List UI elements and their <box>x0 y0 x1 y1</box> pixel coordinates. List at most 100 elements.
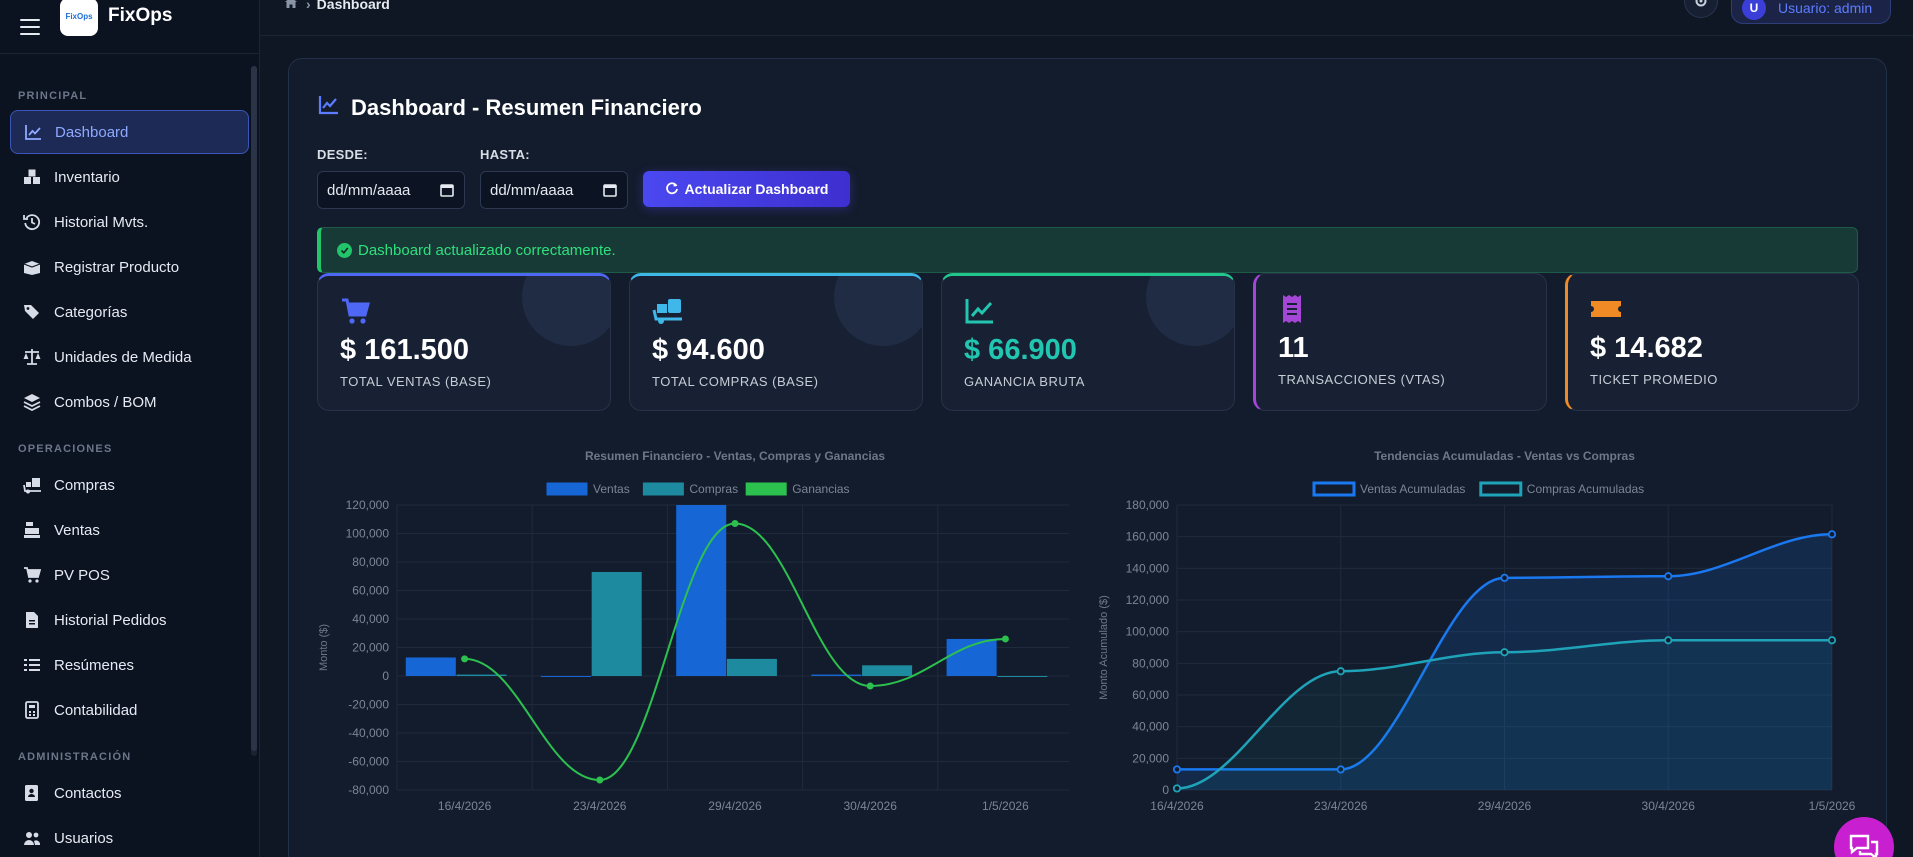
area-ventas-acumuladas <box>1177 534 1832 790</box>
bar-compras <box>997 676 1048 677</box>
chat-button[interactable] <box>1834 817 1894 857</box>
sidebar-item-dashboard[interactable]: Dashboard <box>10 110 249 154</box>
sidebar-section-label: PRINCIPAL <box>18 90 88 102</box>
point-ventas-acumuladas <box>1664 572 1673 581</box>
point-ventas-acumuladas <box>1336 765 1345 774</box>
page-title: Dashboard - Resumen Financiero <box>351 94 702 120</box>
calendar-icon[interactable] <box>440 183 454 197</box>
bar-compras <box>726 658 777 676</box>
home-icon[interactable] <box>284 0 298 12</box>
chart-line-icon <box>317 93 341 122</box>
bar-compras <box>591 571 642 676</box>
cart-icon <box>22 566 42 584</box>
chat-icon <box>1849 834 1879 857</box>
calculator-icon <box>22 701 42 719</box>
sidebar-item-label: Usuarios <box>54 829 114 847</box>
sidebar-item-compras[interactable]: Compras <box>10 463 249 507</box>
users-icon <box>22 829 42 847</box>
sidebar-item-usuarios[interactable]: Usuarios <box>10 816 249 857</box>
sidebar-item-ventas[interactable]: Ventas <box>10 508 249 552</box>
sidebar-section-label: OPERACIONES <box>18 443 113 455</box>
financial-summary-chart: Resumen Financiero - Ventas, Compras y G… <box>318 449 1069 813</box>
to-date-input[interactable]: dd/mm/aaaa <box>480 171 628 209</box>
y-tick-label: 20,000 <box>352 641 389 655</box>
sidebar-item-label: Unidades de Medida <box>54 348 192 366</box>
breadcrumb-separator: › <box>306 0 311 12</box>
kpi-label: TRANSACCIONES (VTAS) <box>1278 372 1446 387</box>
kpi-label: GANANCIA BRUTA <box>964 374 1085 389</box>
address-book-icon <box>22 784 42 802</box>
breadcrumb: › Dashboard <box>284 0 390 12</box>
theme-toggle-button[interactable] <box>1684 0 1718 18</box>
calendar-icon[interactable] <box>603 183 617 197</box>
legend-swatch <box>642 482 684 496</box>
point-ventas-acumuladas <box>1500 573 1509 582</box>
sidebar-item-unidades-de-medida[interactable]: Unidades de Medida <box>10 335 249 379</box>
x-tick-label: 16/4/2026 <box>1150 799 1204 813</box>
sidebar-item-contabilidad[interactable]: Contabilidad <box>10 688 249 732</box>
brand: FixOps FixOps <box>0 0 259 54</box>
legend-label: Ventas <box>593 482 630 496</box>
sidebar-item-label: Combos / BOM <box>54 393 157 411</box>
history-icon <box>22 213 42 231</box>
line-ganancias <box>464 522 1006 782</box>
chart-title: Resumen Financiero - Ventas, Compras y G… <box>585 449 885 463</box>
x-tick-label: 29/4/2026 <box>1478 799 1532 813</box>
avatar: U <box>1742 0 1766 20</box>
kpi-value: $ 161.500 <box>340 334 470 366</box>
y-tick-label: 120,000 <box>346 498 390 512</box>
point-ganancias <box>596 776 604 784</box>
y-tick-label: 40,000 <box>1132 720 1169 734</box>
sidebar-item-inventario[interactable]: Inventario <box>10 155 249 199</box>
list-icon <box>22 656 42 674</box>
y-tick-label: 180,000 <box>1126 498 1170 512</box>
user-label: Usuario: admin <box>1778 0 1873 16</box>
sidebar-item-resumenes[interactable]: Resúmenes <box>10 643 249 687</box>
bar-compras <box>456 674 507 676</box>
line-compras-acumuladas <box>1176 638 1832 790</box>
point-ganancias <box>461 655 469 663</box>
cumulative-trends-chart: Tendencias Acumuladas - Ventas vs Compra… <box>1098 449 1856 813</box>
update-dashboard-button[interactable]: Actualizar Dashboard <box>643 171 850 207</box>
x-tick-label: 29/4/2026 <box>708 799 762 813</box>
point-compras-acumuladas <box>1664 636 1673 645</box>
x-tick-label: 1/5/2026 <box>982 799 1029 813</box>
receipt-icon <box>1283 295 1301 323</box>
sidebar-item-historial-pedidos[interactable]: Historial Pedidos <box>10 598 249 642</box>
sidebar-item-categorias[interactable]: Categorías <box>10 290 249 334</box>
success-alert: Dashboard actualizado correctamente. <box>317 227 1858 273</box>
y-tick-label: 20,000 <box>1132 751 1169 765</box>
kpi-value: $ 66.900 <box>964 334 1077 366</box>
sidebar-item-historial-mvts[interactable]: Historial Mvts. <box>10 200 249 244</box>
y-axis-label: Monto ($) <box>318 624 330 671</box>
sidebar-item-combos-bom[interactable]: Combos / BOM <box>10 380 249 424</box>
point-compras-acumuladas <box>1336 667 1345 676</box>
app-logo: FixOps <box>60 0 98 36</box>
sidebar-scrollbar-thumb[interactable] <box>251 66 257 751</box>
menu-toggle-icon[interactable] <box>20 18 40 35</box>
topbar: › Dashboard U Usuario: admin <box>260 0 1913 36</box>
point-compras-acumuladas <box>1827 636 1837 645</box>
point-ganancias <box>1001 635 1009 643</box>
point-compras-acumuladas <box>1500 648 1509 657</box>
sidebar-item-registrar-producto[interactable]: Registrar Producto <box>10 245 249 289</box>
sidebar-item-contactos[interactable]: Contactos <box>10 771 249 815</box>
from-date-input[interactable]: dd/mm/aaaa <box>317 171 465 209</box>
sidebar-item-pv-pos[interactable]: PV POS <box>10 553 249 597</box>
box-open-icon <box>22 258 42 276</box>
y-tick-label: 0 <box>1162 783 1169 797</box>
sidebar-section-label: ADMINISTRACIÓN <box>18 751 132 763</box>
y-tick-label: 100,000 <box>1126 625 1170 639</box>
kpi-transacciones: 11 TRANSACCIONES (VTAS) <box>1253 273 1547 411</box>
chart-line-icon <box>965 299 993 324</box>
y-axis-label: Monto Acumulado ($) <box>1098 595 1110 700</box>
legend-swatch <box>1479 481 1523 497</box>
sidebar-item-label: Ventas <box>54 521 100 539</box>
page-title-row: Dashboard - Resumen Financiero <box>317 93 702 122</box>
tags-icon <box>22 303 42 321</box>
y-tick-label: 60,000 <box>1132 688 1169 702</box>
sidebar: FixOps FixOps PRINCIPAL Dashboard Inventar… <box>0 0 260 857</box>
bar-ventas <box>811 674 862 676</box>
user-menu-button[interactable]: U Usuario: admin <box>1731 0 1891 24</box>
y-tick-label: 60,000 <box>352 584 389 598</box>
